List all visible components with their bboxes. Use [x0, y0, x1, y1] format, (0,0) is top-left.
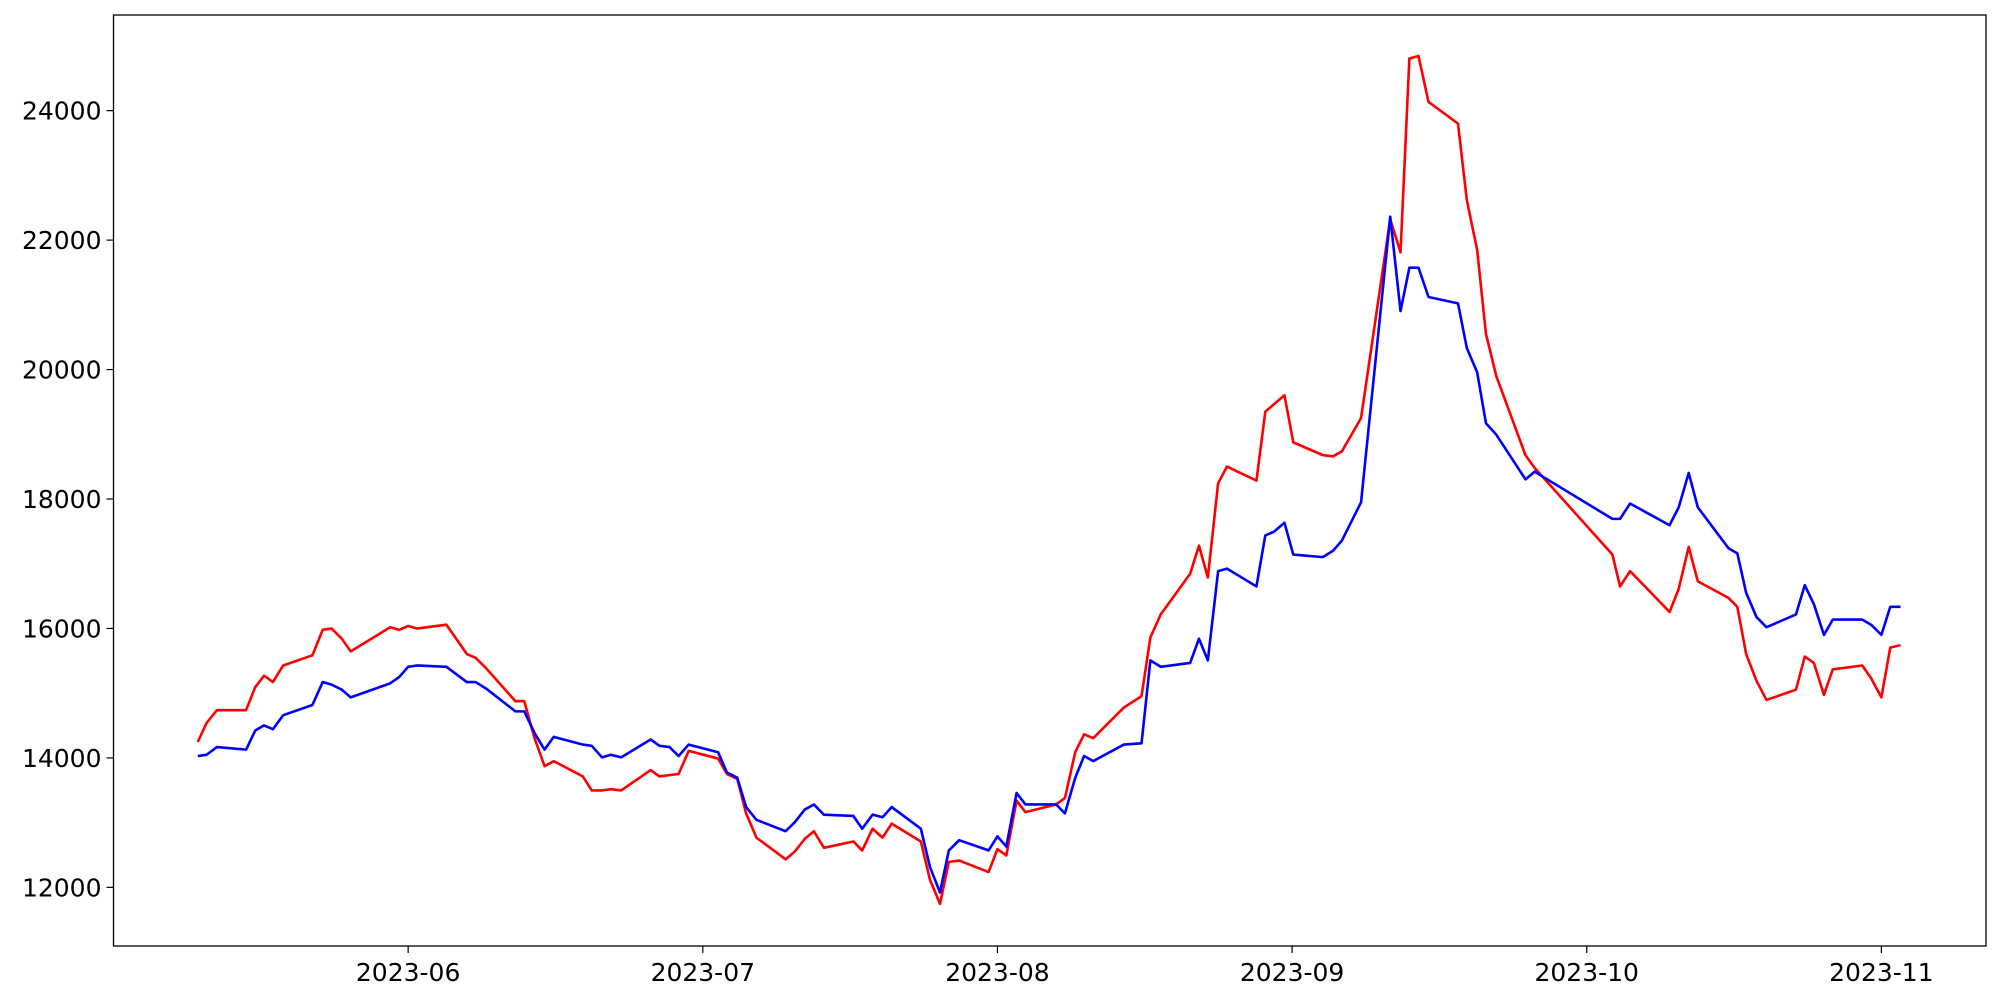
y-tick-label: 16000: [22, 614, 102, 643]
plot-frame: [112, 14, 1987, 947]
y-tick-label: 20000: [22, 356, 102, 385]
x-tick-label: 2023-10: [1535, 958, 1639, 987]
y-tick-label: 12000: [22, 873, 102, 902]
x-tick-label: 2023-11: [1829, 958, 1933, 987]
x-tick-label: 2023-06: [356, 958, 460, 987]
y-tick-label: 14000: [22, 744, 102, 773]
data-line: [197, 215, 1901, 894]
y-tick-label: 24000: [22, 97, 102, 126]
x-tick-label: 2023-08: [945, 958, 1049, 987]
data-line: [196, 54, 1901, 906]
y-tick-label: 18000: [22, 485, 102, 514]
y-tick-label: 22000: [22, 226, 102, 255]
x-tick-label: 2023-09: [1240, 958, 1344, 987]
x-tick-label: 2023-07: [651, 958, 755, 987]
